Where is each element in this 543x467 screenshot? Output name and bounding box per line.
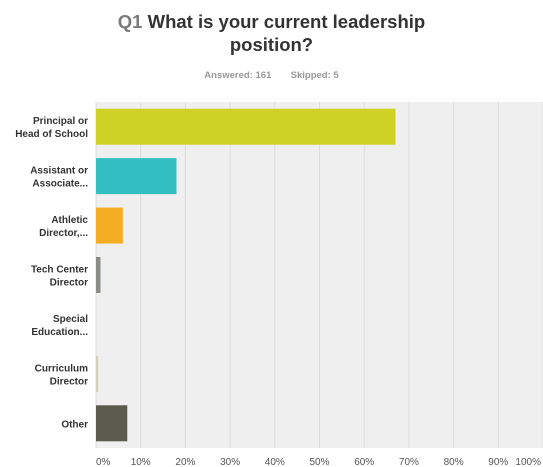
bar bbox=[96, 108, 396, 145]
bar bbox=[96, 158, 177, 195]
category-label: Education... bbox=[31, 327, 88, 338]
question-title: Q1 What is your current leadership posit… bbox=[0, 10, 543, 56]
x-tick-label: 10% bbox=[131, 457, 151, 467]
question-title-line2: position? bbox=[229, 34, 314, 55]
skipped-count: 5 bbox=[333, 70, 339, 81]
category-label: Athletic bbox=[51, 215, 88, 226]
bar bbox=[96, 355, 99, 392]
x-tick-label: 80% bbox=[444, 457, 464, 467]
bar bbox=[96, 207, 123, 244]
category-label: Director bbox=[50, 376, 88, 387]
question-number: Q1 bbox=[117, 11, 143, 32]
category-label: Director bbox=[50, 278, 88, 289]
category-label: Assistant or bbox=[30, 166, 88, 177]
category-label: Principal or bbox=[33, 116, 88, 127]
category-label: Head of School bbox=[15, 129, 88, 140]
x-tick-label: 20% bbox=[175, 457, 195, 467]
x-tick-label: 90% bbox=[488, 457, 508, 467]
category-label: Curriculum bbox=[35, 363, 88, 374]
category-label: Associate... bbox=[32, 179, 88, 190]
x-tick-label: 100% bbox=[515, 457, 541, 467]
category-label: Director,... bbox=[39, 228, 88, 239]
category-label: Other bbox=[61, 419, 88, 430]
bar bbox=[96, 257, 101, 293]
x-tick-label: 70% bbox=[399, 457, 419, 467]
answered-count: 161 bbox=[255, 70, 272, 81]
x-tick-label: 50% bbox=[309, 457, 329, 467]
x-tick-label: 40% bbox=[265, 457, 285, 467]
category-label: Special bbox=[53, 314, 88, 325]
question-title-line1: What is your current leadership bbox=[147, 11, 426, 32]
category-label: Tech Center bbox=[31, 265, 88, 276]
answered-label: Answered: bbox=[204, 70, 253, 81]
response-summary: Answered: 161 Skipped: 5 bbox=[0, 70, 543, 81]
x-tick-label: 60% bbox=[354, 457, 374, 467]
x-tick-label: 30% bbox=[220, 457, 240, 467]
x-tick-label: 0% bbox=[96, 457, 111, 467]
skipped-label: Skipped: bbox=[290, 70, 331, 81]
bar bbox=[96, 405, 128, 442]
